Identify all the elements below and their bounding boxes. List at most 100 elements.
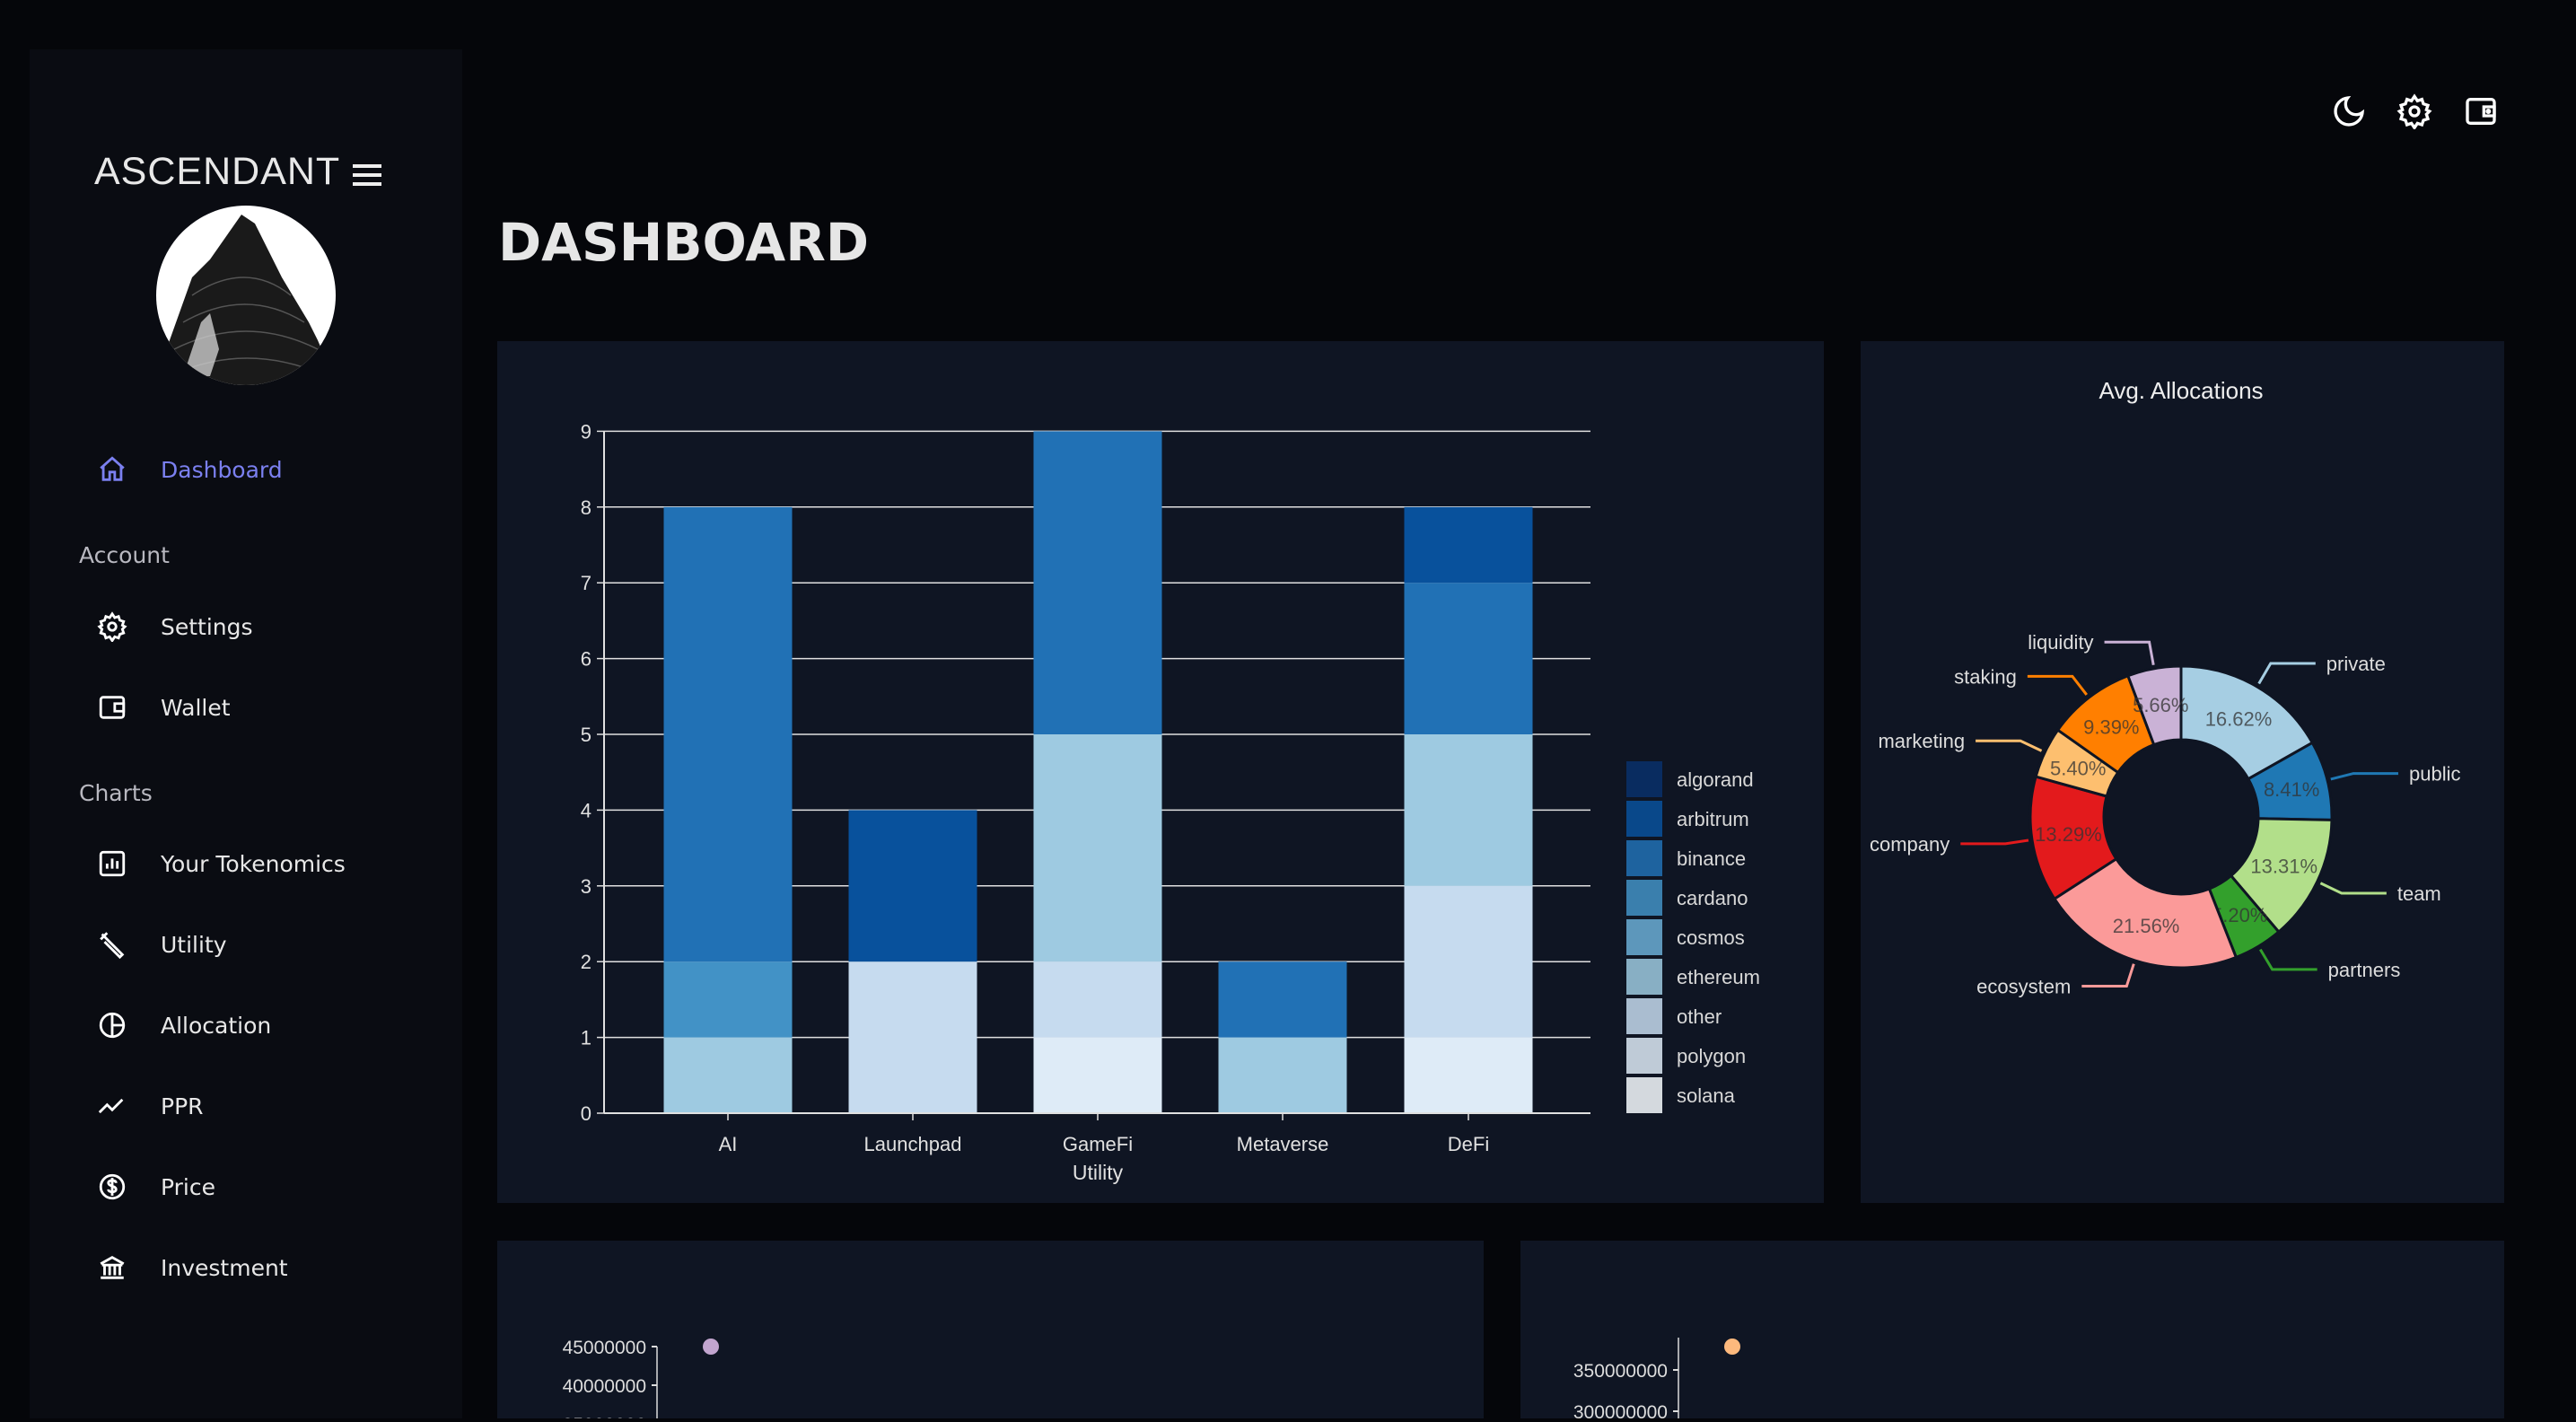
x-tick-label: Metaverse bbox=[1237, 1133, 1329, 1155]
bank-icon bbox=[94, 1250, 130, 1286]
avatar bbox=[156, 206, 336, 385]
bar-segment-other bbox=[1404, 885, 1533, 1038]
leader-line bbox=[2104, 640, 2155, 666]
legend-swatch-solana bbox=[1626, 1077, 1662, 1113]
legend-swatch-cosmos bbox=[1626, 919, 1662, 955]
wallet-icon[interactable] bbox=[2463, 93, 2499, 129]
hamburger-menu-icon[interactable] bbox=[353, 164, 381, 186]
x-axis-title: Utility bbox=[1073, 1161, 1124, 1184]
x-tick-label: GameFi bbox=[1063, 1133, 1133, 1155]
slice-percent-label: 8.41% bbox=[2264, 778, 2319, 801]
bar-segment-binance bbox=[1218, 961, 1347, 1038]
scatter-chart-card-left: 45000000 40000000 35000000 bbox=[497, 1241, 1484, 1422]
slice-percent-label: 21.56% bbox=[2113, 915, 2180, 937]
sidebar: ASCENDANT bbox=[30, 49, 462, 1418]
legend-label-binance: binance bbox=[1677, 847, 1746, 870]
slice-percent-label: 13.29% bbox=[2035, 823, 2102, 846]
slice-name-label: marketing bbox=[1878, 730, 1965, 752]
sidebar-item-label: Settings bbox=[161, 613, 253, 640]
y-tick-label: 350000000 bbox=[1573, 1361, 1668, 1382]
bar-segment-ethereum bbox=[663, 1037, 793, 1113]
legend-label-arbitrum: arbitrum bbox=[1677, 808, 1749, 830]
y-tick-label: 8 bbox=[581, 496, 591, 519]
y-tick-label: 300000000 bbox=[1573, 1402, 1668, 1418]
leader-line bbox=[1960, 838, 2029, 846]
legend-label-polygon: polygon bbox=[1677, 1045, 1746, 1067]
slice-name-label: partners bbox=[2328, 959, 2401, 981]
slice-percent-label: 5.40% bbox=[2050, 758, 2106, 780]
y-tick-label: 35000000 bbox=[563, 1415, 646, 1418]
slice-percent-label: 5.66% bbox=[2133, 694, 2188, 716]
y-tick-label: 1 bbox=[581, 1027, 591, 1049]
leader-line bbox=[2257, 662, 2316, 685]
home-icon bbox=[94, 452, 130, 487]
bar-segment-ethereum bbox=[1033, 734, 1162, 962]
sidebar-item-ppr[interactable]: PPR bbox=[94, 1088, 204, 1124]
chart-title: Avg. Allocations bbox=[2098, 377, 2263, 404]
sidebar-item-wallet[interactable]: Wallet bbox=[94, 689, 231, 725]
scatter-chart-card-right: 350000000 300000000 bbox=[1520, 1241, 2504, 1422]
slice-name-label: company bbox=[1870, 833, 1950, 856]
legend-label-ethereum: ethereum bbox=[1677, 966, 1760, 988]
scatter-point bbox=[703, 1339, 719, 1355]
gear-icon bbox=[94, 609, 130, 645]
donut-group: 16.62%private8.41%public13.31%team5.20%p… bbox=[1870, 631, 2460, 997]
allocation-donut-chart: Avg. Allocations 16.62% private 8.41% public… bbox=[1870, 377, 2460, 997]
x-tick-label: Launchpad bbox=[864, 1133, 962, 1155]
legend-swatch-binance bbox=[1626, 840, 1662, 876]
leader-line bbox=[2027, 674, 2088, 696]
donut-slice-liquidity bbox=[2125, 664, 2183, 747]
slice-name-label: private bbox=[2326, 653, 2386, 675]
sidebar-item-price[interactable]: Price bbox=[94, 1169, 215, 1205]
y-tick-label: 4 bbox=[581, 799, 591, 821]
bar-segment-binance bbox=[663, 506, 793, 962]
y-tick-label: 5 bbox=[581, 724, 591, 746]
moon-icon[interactable] bbox=[2331, 93, 2367, 129]
legend-swatch-ethereum bbox=[1626, 959, 1662, 995]
bar-segment-arbitrum bbox=[1404, 506, 1533, 584]
slice-percent-label: 13.31% bbox=[2250, 855, 2318, 877]
sidebar-item-your-tokenomics[interactable]: Your Tokenomics bbox=[94, 846, 346, 882]
bar-segment-ethereum bbox=[1404, 734, 1533, 886]
legend-label-solana: solana bbox=[1677, 1084, 1736, 1107]
scatter-chart-left: 45000000 40000000 35000000 bbox=[563, 1338, 719, 1422]
sidebar-item-investment[interactable]: Investment bbox=[94, 1250, 288, 1286]
leader-line bbox=[2259, 948, 2318, 971]
donut-slice-private bbox=[2179, 664, 2315, 781]
sidebar-item-label: Dashboard bbox=[161, 456, 283, 483]
sidebar-item-label: Wallet bbox=[161, 694, 231, 721]
bar-segment-binance bbox=[1404, 583, 1533, 734]
slice-name-label: public bbox=[2409, 763, 2460, 786]
slice-name-label: ecosystem bbox=[1976, 975, 2071, 997]
sidebar-item-dashboard[interactable]: Dashboard bbox=[94, 452, 283, 487]
sidebar-item-label: Price bbox=[161, 1173, 215, 1200]
x-tick-label: DeFi bbox=[1448, 1133, 1489, 1155]
bar-segment-polygon bbox=[1404, 1037, 1533, 1113]
legend-swatch-cardano bbox=[1626, 880, 1662, 916]
bar-segment-cardano bbox=[663, 961, 793, 1038]
y-tick-label: 45000000 bbox=[563, 1338, 646, 1358]
y-tick-label: 6 bbox=[581, 648, 591, 671]
bar-segment-arbitrum bbox=[848, 810, 977, 962]
legend-swatch-algorand bbox=[1626, 761, 1662, 797]
scatter-point bbox=[1724, 1339, 1740, 1355]
trend-line-icon bbox=[94, 1088, 130, 1124]
slice-percent-label: 16.62% bbox=[2205, 707, 2273, 730]
bar-segment-binance bbox=[1033, 431, 1162, 734]
sidebar-item-label: Utility bbox=[161, 931, 227, 958]
slice-percent-label: 9.39% bbox=[2083, 716, 2139, 739]
wallet-icon bbox=[94, 689, 130, 725]
wrench-icon bbox=[94, 926, 130, 962]
gear-icon[interactable] bbox=[2396, 93, 2432, 131]
y-tick-label: 2 bbox=[581, 951, 591, 973]
slice-name-label: team bbox=[2397, 882, 2441, 905]
sidebar-item-label: Your Tokenomics bbox=[161, 850, 346, 877]
section-label-charts: Charts bbox=[79, 780, 153, 806]
sidebar-item-allocation[interactable]: Allocation bbox=[94, 1007, 271, 1043]
sidebar-item-utility[interactable]: Utility bbox=[94, 926, 227, 962]
brand-logo-text: ASCENDANT bbox=[94, 150, 341, 193]
sidebar-item-settings[interactable]: Settings bbox=[94, 609, 253, 645]
leader-line bbox=[2330, 772, 2398, 781]
section-label-account: Account bbox=[79, 542, 170, 568]
sidebar-item-label: Allocation bbox=[161, 1012, 272, 1039]
